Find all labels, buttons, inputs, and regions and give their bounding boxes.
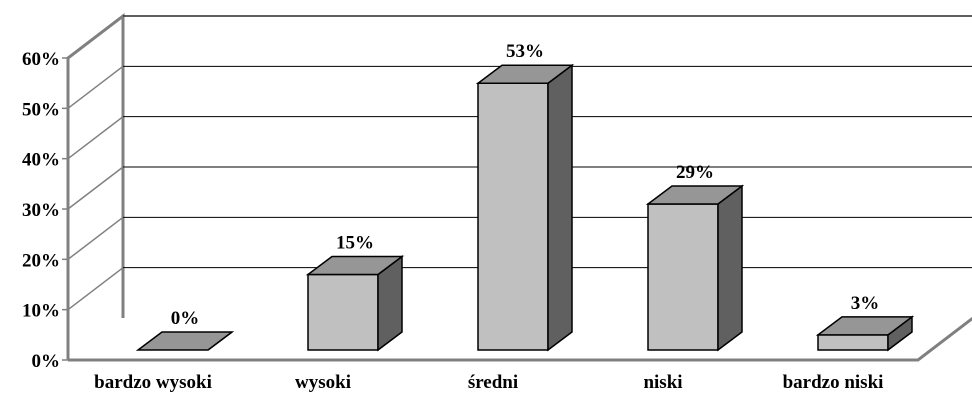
x-category-label: niski [643, 372, 682, 393]
y-tick-label: 0% [32, 351, 61, 372]
floor-edge [68, 316, 972, 362]
side-gridline [67, 267, 124, 311]
bar-front-face [477, 82, 549, 351]
bar-front-face [817, 334, 889, 351]
category-labels: bardzo wysoki wysoki średni niski bardzo nis… [94, 372, 883, 393]
bar-side-face [717, 184, 743, 352]
bar-top-face [135, 331, 235, 351]
bar-1 [305, 255, 405, 352]
x-category-label: bardzo wysoki [94, 372, 212, 393]
data-label: 3% [851, 293, 880, 314]
bar-3 [645, 184, 745, 352]
bar-4 [815, 315, 915, 352]
y-tick-label: 60% [22, 49, 60, 70]
data-label: 53% [506, 41, 544, 62]
side-gridline [67, 116, 124, 160]
x-category-label: wysoki [295, 372, 351, 393]
data-label: 15% [336, 233, 374, 254]
bar-0 [135, 331, 235, 351]
bar-top-face [645, 185, 745, 205]
bar-side-face [547, 63, 573, 352]
x-category-label: bardzo niski [783, 372, 884, 393]
bar-2 [475, 63, 575, 352]
side-gridline [67, 216, 124, 260]
y-axis-tick-labels: 0% 10% 20% 30% 40% 50% 60% [22, 49, 60, 372]
y-tick-label: 30% [22, 200, 60, 221]
bar-top-face [475, 64, 575, 84]
y-tick-label: 50% [22, 99, 60, 120]
bar-top-face [305, 255, 405, 276]
bar-front-face [307, 273, 379, 351]
y-tick-label: 20% [22, 250, 60, 271]
bar-top-face [815, 316, 915, 336]
side-gridline [67, 65, 124, 109]
data-label: 29% [676, 162, 714, 183]
side-gridline [67, 166, 124, 210]
bars [135, 63, 915, 352]
data-label: 0% [171, 308, 200, 329]
y-tick-label: 40% [22, 150, 60, 171]
x-category-label: średni [468, 372, 518, 393]
y-tick-label: 10% [22, 301, 60, 322]
side-gridline [67, 15, 124, 59]
data-labels: 0% 15% 53% 29% 3% [171, 41, 880, 329]
bar-front-face [647, 203, 719, 351]
